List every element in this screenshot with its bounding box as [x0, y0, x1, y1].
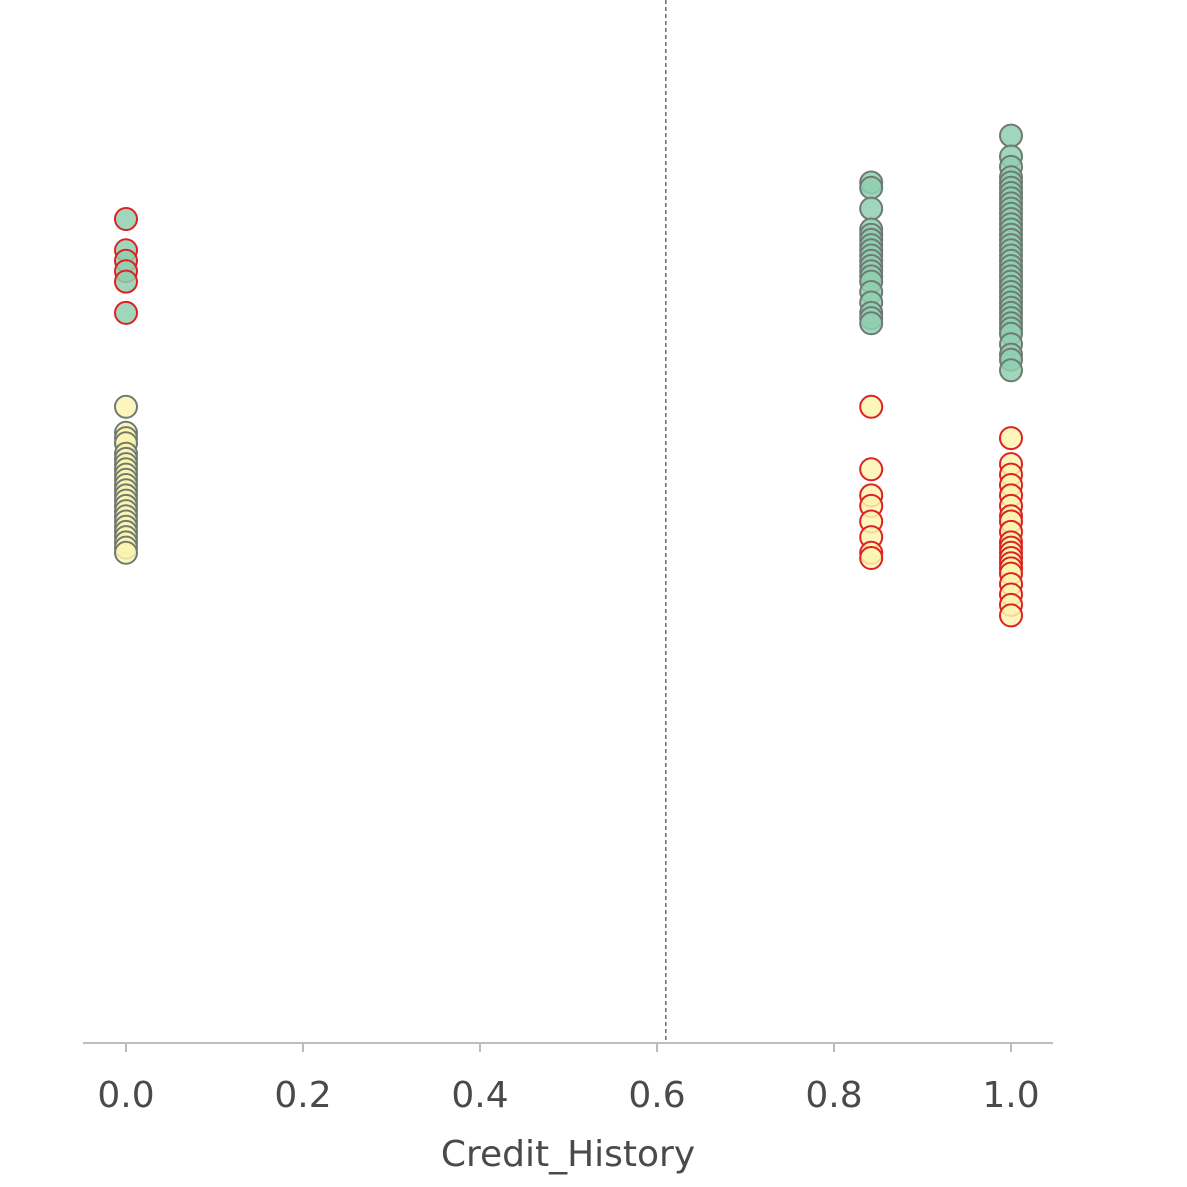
- x-tick-label: 0.2: [274, 1075, 331, 1116]
- x-tick-label: 0.8: [805, 1075, 862, 1116]
- x-tick-label: 0.4: [451, 1075, 508, 1116]
- scatter-point: [859, 175, 884, 200]
- x-tick-label: 0.6: [628, 1075, 685, 1116]
- scatter-point: [859, 196, 884, 221]
- series-3: [859, 394, 1023, 628]
- x-axis-title: Credit_History: [441, 1134, 695, 1175]
- scatter-point: [999, 123, 1023, 148]
- scatter-point: [114, 540, 138, 565]
- x-ticks: 0.0 0.2 0.4 0.6 0.8 1.0: [97, 1043, 1040, 1116]
- scatter-point: [114, 394, 138, 419]
- scatter-point: [999, 603, 1023, 628]
- scatter-point: [859, 311, 884, 336]
- scatter-point: [114, 207, 138, 231]
- series-1: [114, 394, 138, 565]
- scatter-point: [114, 300, 138, 325]
- x-tick-label: 0.0: [97, 1075, 154, 1116]
- scatter-point: [999, 358, 1023, 383]
- scatter-point: [114, 269, 138, 294]
- series-0: [114, 207, 138, 325]
- series-2: [859, 123, 1023, 383]
- scatter-point: [859, 457, 884, 482]
- scatter-point: [859, 546, 884, 570]
- scatter-point: [999, 426, 1023, 451]
- points-layer: [114, 123, 1023, 628]
- scatter-point: [859, 394, 884, 419]
- x-tick-label: 1.0: [982, 1075, 1039, 1116]
